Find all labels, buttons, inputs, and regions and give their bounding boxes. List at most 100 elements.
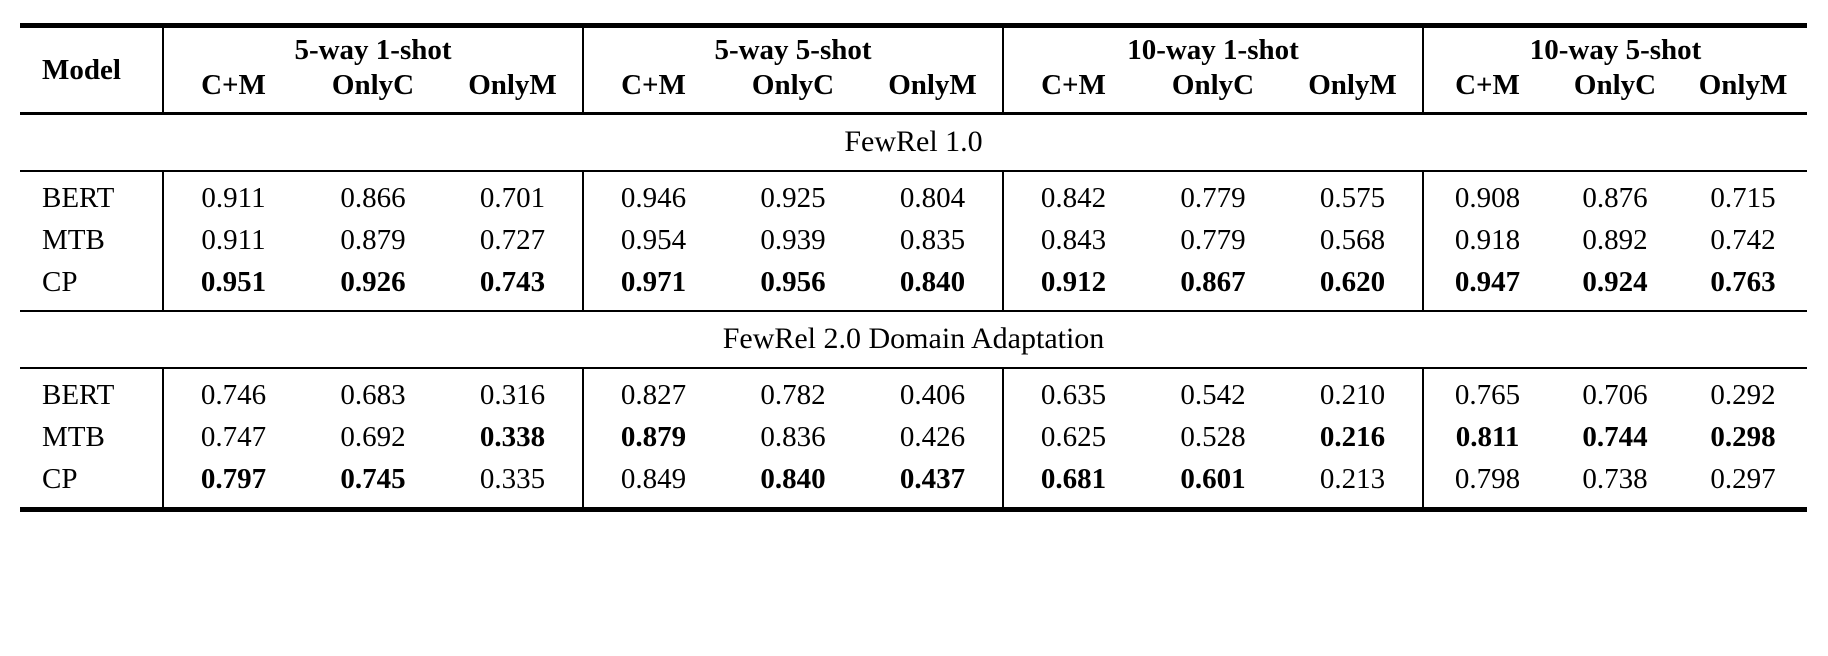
accuracy-value-cell: 0.879 [582,416,723,458]
accuracy-value-cell: 0.836 [760,421,826,453]
accuracy-value-cell: 0.706 [1582,379,1648,411]
subcolumn-header-onlym: OnlyM [1283,68,1424,115]
accuracy-value-cell: 0.701 [479,182,546,214]
accuracy-value-cell: 0.804 [899,182,966,214]
model-name-cell: MTB [42,224,105,256]
accuracy-value-cell: 0.835 [899,224,966,256]
accuracy-value-cell: 0.568 [1319,224,1386,256]
accuracy-value-cell: 0.849 [582,458,723,510]
table-caption: Table 6: Accuracy on FewRel dataset. Few… [10,554,1818,656]
accuracy-value-cell: 0.779 [1180,224,1246,256]
accuracy-value-cell: 0.892 [1582,224,1648,256]
group-header-5way-5shot: 5-way 5-shot [582,25,1003,68]
accuracy-value-cell: 0.971 [582,261,723,311]
accuracy-value-cell: 0.811 [1422,416,1552,458]
table-row: MTB 0.911 0.879 0.727 0.954 0.939 0.835 0.843 0.… [20,219,1807,261]
subcolumn-header-cm: C+M [162,68,303,115]
model-name-cell: BERT [42,379,115,411]
group-header-row: Model 5-way 1-shot 5-way 5-shot 10-way 1… [20,25,1808,115]
accuracy-value-cell: 0.601 [1180,463,1246,495]
accuracy-value-cell: 0.297 [1710,463,1776,495]
accuracy-value-cell: 0.951 [162,261,303,311]
accuracy-value-cell: 0.924 [1582,266,1648,298]
section-title: FewRel 2.0 Domain Adaptation [20,310,1808,369]
accuracy-value-cell: 0.912 [1002,261,1143,311]
subcolumn-header-cm: C+M [1002,68,1143,115]
table-row: CP 0.951 0.926 0.743 0.971 0.956 0.840 0.912 0.8… [20,261,1807,311]
accuracy-value-cell: 0.867 [1180,266,1246,298]
accuracy-value-cell: 0.746 [162,368,303,416]
accuracy-value-cell: 0.926 [340,266,406,298]
accuracy-value-cell: 0.918 [1422,219,1552,261]
group-header-5way-1shot: 5-way 1-shot [162,25,583,68]
section-title: FewRel 1.0 [20,112,1808,172]
accuracy-value-cell: 0.542 [1180,379,1246,411]
table-row: BERT 0.911 0.866 0.701 0.946 0.925 0.804 0.842 0… [20,171,1807,219]
accuracy-value-cell: 0.338 [479,421,546,453]
accuracy-value-cell: 0.635 [1002,368,1143,416]
accuracy-value-cell: 0.939 [760,224,826,256]
subcolumn-header-onlym: OnlyM [863,68,1003,115]
accuracy-value-cell: 0.575 [1319,182,1386,214]
subcolumn-header-onlyc: OnlyC [723,68,863,115]
section-title-row: FewRel 1.0 [20,112,1808,172]
accuracy-value-cell: 0.727 [479,224,546,256]
accuracy-value-cell: 0.843 [1002,219,1143,261]
accuracy-value-cell: 0.298 [1710,421,1776,453]
subcolumn-header-onlyc: OnlyC [1551,68,1680,115]
subcolumn-header-onlyc: OnlyC [303,68,443,115]
section-title-row: FewRel 2.0 Domain Adaptation [20,310,1808,369]
accuracy-value-cell: 0.625 [1002,416,1143,458]
table-body: FewRel 1.0 BERT 0.911 0.866 0.701 0.946 0.925 0… [20,112,1808,510]
accuracy-value-cell: 0.747 [162,416,303,458]
table-row: MTB 0.747 0.692 0.338 0.879 0.836 0.426 0.625 0.… [20,416,1807,458]
accuracy-value-cell: 0.954 [582,219,723,261]
accuracy-value-cell: 0.426 [899,421,966,453]
accuracy-value-cell: 0.213 [1319,463,1386,495]
accuracy-value-cell: 0.292 [1710,379,1776,411]
accuracy-value-cell: 0.842 [1002,171,1143,219]
accuracy-value-cell: 0.683 [340,379,406,411]
accuracy-value-cell: 0.911 [162,171,303,219]
accuracy-value-cell: 0.782 [760,379,826,411]
accuracy-value-cell: 0.745 [340,463,406,495]
fewrel-results-table: Model 5-way 1-shot 5-way 5-shot 10-way 1… [20,23,1808,512]
accuracy-value-cell: 0.743 [479,266,546,298]
accuracy-value-cell: 0.798 [1422,458,1552,510]
table-row: BERT 0.746 0.683 0.316 0.827 0.782 0.406 0.635 0… [20,368,1807,416]
accuracy-value-cell: 0.744 [1582,421,1648,453]
subcolumn-header-row: C+M OnlyC OnlyM C+M OnlyC OnlyM C+M Only… [20,68,1808,115]
accuracy-value-cell: 0.528 [1180,421,1246,453]
group-header-10way-1shot: 10-way 1-shot [1001,25,1424,68]
subcolumn-header-onlym: OnlyM [1679,68,1808,115]
model-name-cell: BERT [42,182,115,214]
accuracy-value-cell: 0.827 [582,368,723,416]
accuracy-value-cell: 0.692 [340,421,406,453]
accuracy-value-cell: 0.946 [582,171,723,219]
accuracy-value-cell: 0.925 [760,182,826,214]
subcolumn-header-onlym: OnlyM [443,68,583,115]
table-header: Model 5-way 1-shot 5-way 5-shot 10-way 1… [20,25,1808,115]
model-name-cell: MTB [42,421,105,453]
subcolumn-header-cm: C+M [582,68,723,115]
accuracy-value-cell: 0.840 [899,266,966,298]
accuracy-value-cell: 0.779 [1180,182,1246,214]
caption-line: Table 6: Accuracy on FewRel dataset. Few… [10,648,1818,656]
accuracy-value-cell: 0.715 [1710,182,1776,214]
accuracy-value-cell: 0.335 [479,463,546,495]
accuracy-value-cell: 0.947 [1422,261,1552,311]
accuracy-value-cell: 0.316 [479,379,546,411]
paper-table-figure: Model 5-way 1-shot 5-way 5-shot 10-way 1… [0,23,1828,656]
subcolumn-header-onlyc: OnlyC [1143,68,1283,115]
accuracy-value-cell: 0.620 [1319,266,1386,298]
accuracy-value-cell: 0.908 [1422,171,1552,219]
accuracy-value-cell: 0.879 [340,224,406,256]
table-row: CP 0.797 0.745 0.335 0.849 0.840 0.437 0.681 0.6… [20,458,1807,510]
accuracy-value-cell: 0.406 [899,379,966,411]
subcolumn-header-cm: C+M [1422,68,1552,115]
column-header-model: Model [20,25,163,115]
group-header-10way-5shot: 10-way 5-shot [1422,25,1808,68]
accuracy-value-cell: 0.797 [162,458,303,510]
accuracy-value-cell: 0.876 [1582,182,1648,214]
accuracy-value-cell: 0.210 [1319,379,1386,411]
